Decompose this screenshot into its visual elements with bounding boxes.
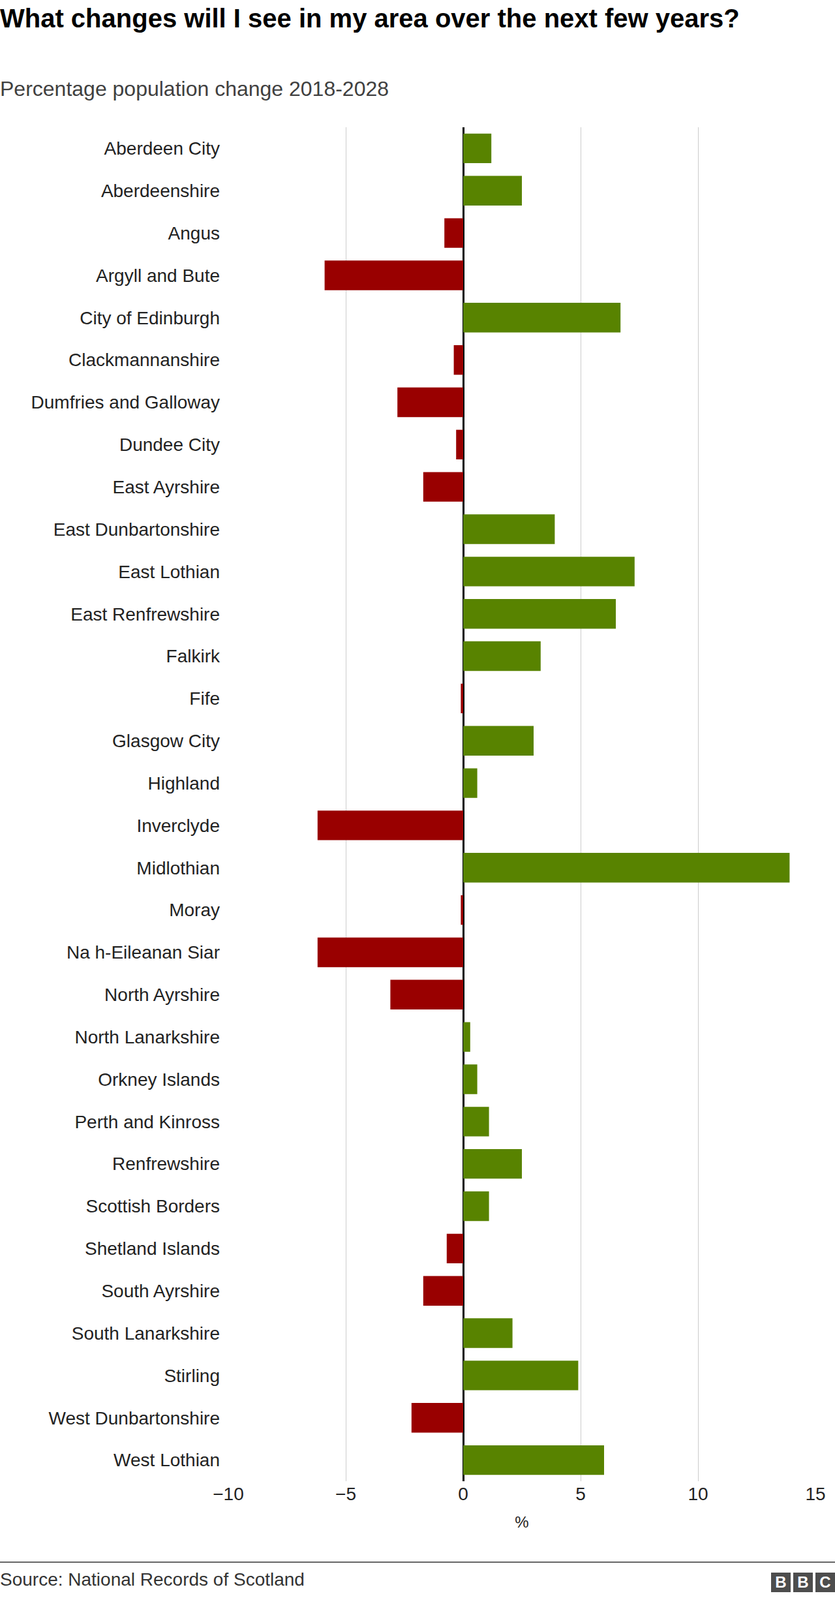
svg-text:Moray: Moray bbox=[168, 899, 220, 920]
svg-text:Dumfries and Galloway: Dumfries and Galloway bbox=[31, 392, 220, 413]
svg-text:West Lothian: West Lothian bbox=[113, 1449, 220, 1470]
html-text:B: B bbox=[797, 1572, 809, 1591]
svg-text:South Ayrshire: South Ayrshire bbox=[101, 1280, 220, 1301]
svg-text:Aberdeenshire: Aberdeenshire bbox=[101, 180, 220, 201]
svg-text:Perth and Kinross: Perth and Kinross bbox=[74, 1111, 220, 1132]
svg-text:Renfrewshire: Renfrewshire bbox=[112, 1153, 220, 1174]
svg-text:15: 15 bbox=[804, 1483, 826, 1504]
svg-text:0: 0 bbox=[457, 1483, 469, 1504]
svg-text:Shetland Islands: Shetland Islands bbox=[84, 1238, 220, 1259]
html-text:Percentage population change 2: Percentage population change 2018-2028 bbox=[0, 76, 389, 101]
svg-text:Orkney Islands: Orkney Islands bbox=[97, 1069, 220, 1090]
svg-text:North Lanarkshire: North Lanarkshire bbox=[74, 1026, 220, 1048]
svg-text:Highland: Highland bbox=[147, 773, 220, 794]
html-text:B: B bbox=[775, 1572, 787, 1591]
svg-text:Falkirk: Falkirk bbox=[166, 645, 221, 667]
svg-text:East Renfrewshire: East Renfrewshire bbox=[70, 604, 220, 625]
svg-text:Inverclyde: Inverclyde bbox=[136, 815, 220, 836]
svg-text:Scottish Borders: Scottish Borders bbox=[86, 1195, 220, 1216]
svg-text:East Dunbartonshire: East Dunbartonshire bbox=[53, 519, 220, 540]
svg-text:%: % bbox=[514, 1512, 529, 1531]
svg-text:Angus: Angus bbox=[168, 223, 220, 244]
svg-text:10: 10 bbox=[687, 1483, 708, 1504]
svg-text:Clackmannanshire: Clackmannanshire bbox=[68, 349, 220, 370]
svg-text:North Ayrshire: North Ayrshire bbox=[104, 984, 220, 1005]
svg-text:Fife: Fife bbox=[189, 688, 220, 709]
svg-text:Aberdeen City: Aberdeen City bbox=[104, 138, 220, 159]
svg-text:Dundee City: Dundee City bbox=[119, 434, 220, 455]
svg-text:Glasgow City: Glasgow City bbox=[112, 730, 220, 751]
svg-text:5: 5 bbox=[575, 1483, 586, 1504]
svg-text:City of Edinburgh: City of Edinburgh bbox=[79, 307, 220, 329]
svg-text:Na h-Eileanan Siar: Na h-Eileanan Siar bbox=[66, 941, 220, 963]
html-text:Source: National Records of Sc: Source: National Records of Scotland bbox=[0, 1568, 305, 1590]
svg-text:South Lanarkshire: South Lanarkshire bbox=[71, 1322, 220, 1344]
svg-text:−5: −5 bbox=[335, 1483, 357, 1504]
svg-text:East Lothian: East Lothian bbox=[118, 561, 220, 582]
html-text:C: C bbox=[819, 1572, 831, 1591]
svg-text:Stirling: Stirling bbox=[163, 1365, 220, 1386]
svg-text:Midlothian: Midlothian bbox=[136, 857, 220, 879]
svg-text:East Ayrshire: East Ayrshire bbox=[112, 476, 220, 498]
svg-text:−10: −10 bbox=[212, 1483, 244, 1504]
svg-text:West Dunbartonshire: West Dunbartonshire bbox=[48, 1407, 221, 1428]
html-text:What changes will I see in my: What changes will I see in my area over … bbox=[0, 3, 740, 33]
svg-text:Argyll and Bute: Argyll and Bute bbox=[95, 265, 220, 286]
